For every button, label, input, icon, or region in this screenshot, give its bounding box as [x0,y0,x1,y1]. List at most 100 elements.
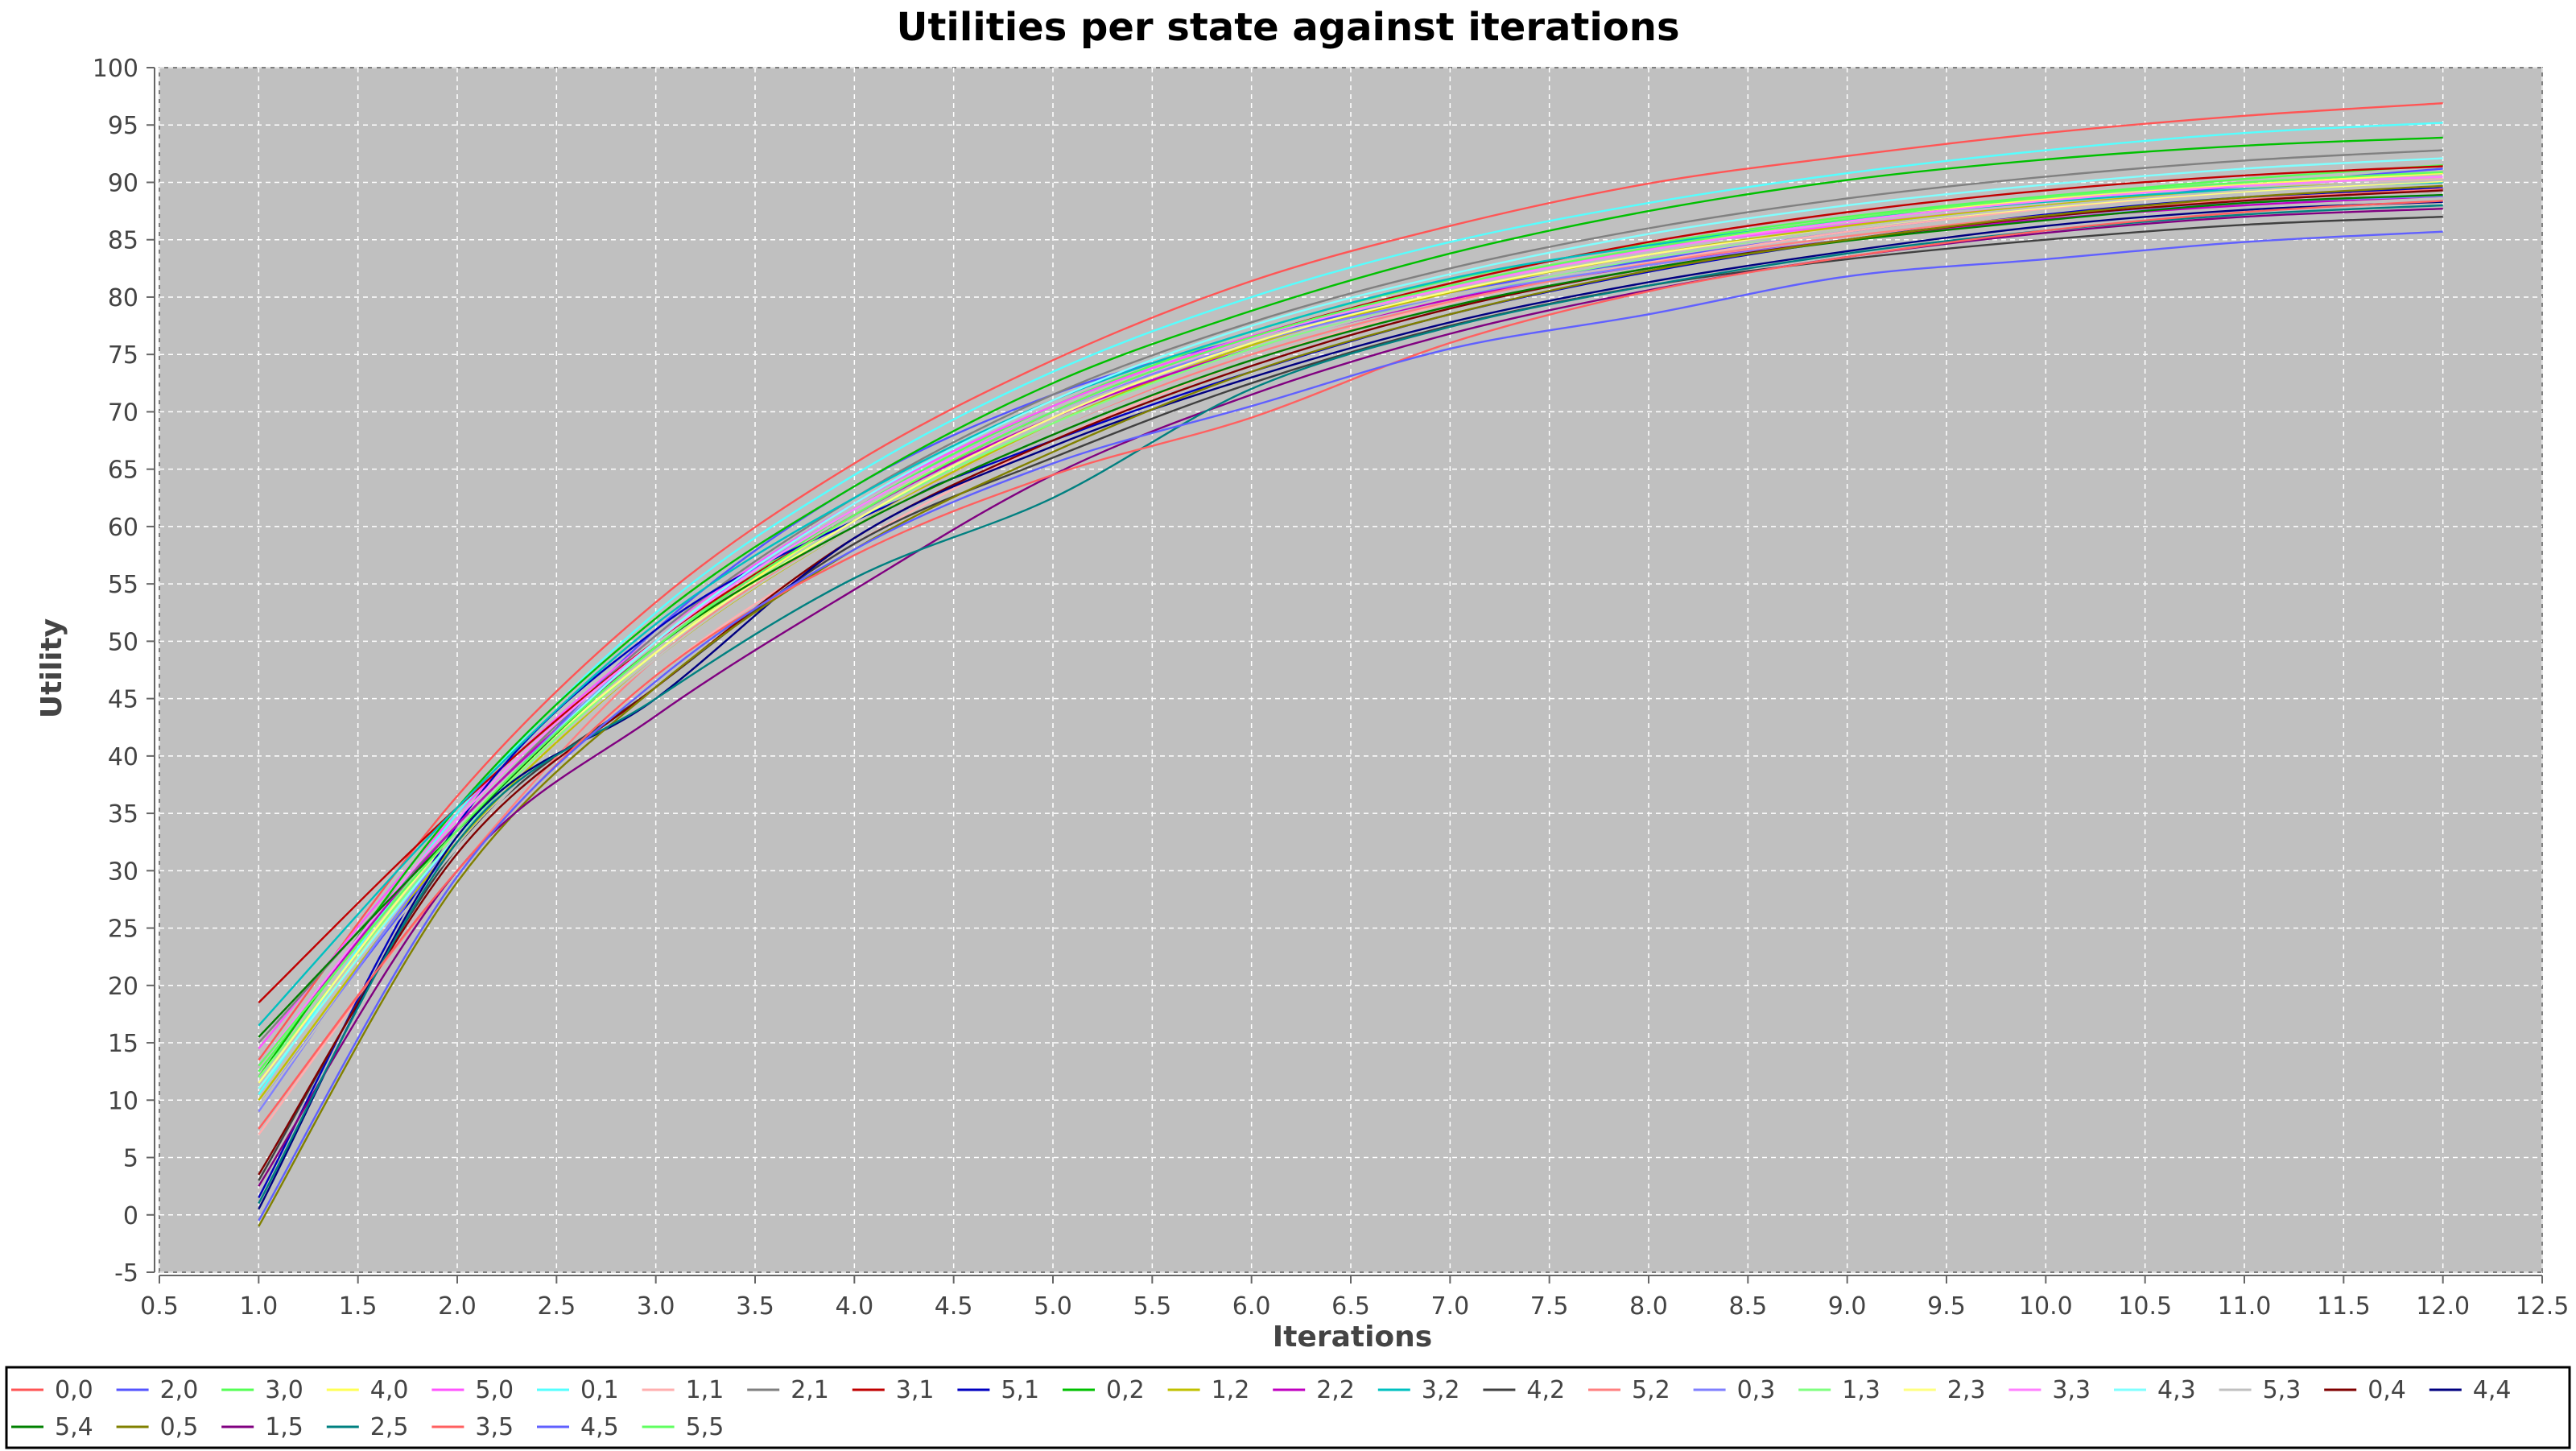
series-line-0-1 [258,122,2443,1095]
legend-item: 4,0 [326,1376,409,1404]
legend-label: 0,5 [160,1413,199,1441]
y-tick-label: 75 [108,341,138,370]
y-tick-label: 85 [108,227,138,255]
legend-item: 0,1 [537,1376,619,1404]
legend-item: 3,3 [2008,1376,2091,1404]
x-tick-label: 7.0 [1430,1292,1469,1321]
x-tick-label: 0.5 [140,1292,179,1321]
legend-item: 2,3 [1903,1376,1986,1404]
x-tick-label: 1.5 [339,1292,378,1321]
x-axis-label: Iterations [1273,1321,1432,1354]
legend-item: 1,3 [1798,1376,1880,1404]
x-tick-label: 3.0 [637,1292,675,1321]
y-tick-label: 20 [108,973,138,1001]
x-tick-label: 10.0 [2019,1292,2073,1321]
legend-label: 3,1 [896,1376,935,1404]
legend-label: 2,3 [1947,1376,1986,1404]
legend-item: 2,1 [747,1376,829,1404]
y-tick-label: 50 [108,628,138,656]
x-tick-label: 3.5 [736,1292,774,1321]
x-tick-label: 9.5 [1927,1292,1966,1321]
y-tick-label: 35 [108,800,138,829]
x-tick-label: 12.0 [2416,1292,2470,1321]
y-tick-label: 70 [108,399,138,427]
series-line-3-3 [258,176,2443,1067]
legend-item: 0,2 [1063,1376,1145,1404]
legend-label: 5,4 [55,1413,93,1441]
legend-item: 3,1 [852,1376,935,1404]
x-tick-label: 11.5 [2317,1292,2371,1321]
y-tick-label: 30 [108,858,138,886]
series-line-4-5 [258,230,2443,1222]
series-line-4-3 [258,157,2443,1089]
legend-label: 3,3 [2052,1376,2091,1404]
y-tick-label: 65 [108,457,138,485]
series-line-1-5 [258,208,2443,1187]
x-tick-label: 8.0 [1629,1292,1668,1321]
x-tick-label: 4.0 [835,1292,873,1321]
legend-label: 5,5 [686,1413,724,1441]
series-line-2-3 [258,180,2443,1084]
plot-area: 0.5 1.0 1.5 2.0 2.5 3.0 3.5 4.0 4.5 5.0 5.5 6.0 6.5 7… [93,55,2570,1321]
legend-label: 3,0 [265,1376,303,1404]
legend-item: 2,0 [116,1376,198,1404]
legend-item: 5,2 [1588,1376,1670,1404]
series-line-0-4 [258,189,2443,1176]
legend-label: 5,1 [1001,1376,1039,1404]
y-tick-label: 60 [108,514,138,542]
x-tick-label: 6.0 [1232,1292,1271,1321]
y-tick-label: 80 [108,284,138,312]
x-tick-label: 7.5 [1530,1292,1569,1321]
legend-item: 5,3 [2219,1376,2301,1404]
x-tick-label: 6.5 [1331,1292,1370,1321]
legend-label: 4,4 [2473,1376,2512,1404]
y-tick-label: 5 [123,1145,138,1173]
legend-label: 3,2 [1422,1376,1460,1404]
series-line-0-5 [258,184,2443,1227]
y-tick-label: 15 [108,1030,138,1058]
x-tick-label: 2.5 [537,1292,576,1321]
chart-title: Utilities per state against iterations [896,5,1679,50]
y-tick-label: 25 [108,916,138,944]
legend-item: 4,4 [2429,1376,2512,1404]
x-tick-label: 12.5 [2516,1292,2570,1321]
legend-label: 0,0 [55,1376,93,1404]
y-tick-label: 40 [108,743,138,771]
series-line-3-5 [258,200,2443,1130]
series-line-5-3 [258,179,2443,1107]
legend-item: 2,5 [326,1413,409,1441]
x-tick-label: 1.0 [239,1292,278,1321]
y-tick-label: 55 [108,571,138,599]
series-line-5-5 [258,171,2443,1067]
series-line-3-2 [258,181,2443,1027]
y-tick-label: 100 [93,55,138,83]
y-tick-label: 0 [123,1202,138,1230]
legend-item: 5,4 [11,1413,93,1441]
y-tick-label: 90 [108,169,138,197]
legend-label: 1,1 [686,1376,724,1404]
series-line-1-2 [258,180,2443,1102]
legend-item: 4,2 [1483,1376,1565,1404]
legend-label: 2,2 [1316,1376,1355,1404]
legend-item: 5,0 [431,1376,514,1404]
legend-item: 3,0 [221,1376,303,1404]
legend-label: 2,5 [370,1413,409,1441]
legend-label: 4,5 [580,1413,619,1441]
x-tick-label: 8.5 [1728,1292,1767,1321]
legend: 0,0 2,0 3,0 4,0 5,0 0,1 1,1 2,1 3,1 5,1 0,2 1,2 2,2 3… [5,1366,2571,1449]
series-line-0-2 [258,136,2443,1078]
y-tick-label: 45 [108,686,138,714]
legend-item: 4,3 [2114,1376,2196,1404]
y-tick-label: -5 [114,1259,138,1288]
legend-label: 4,0 [370,1376,409,1404]
x-tick-label: 5.0 [1034,1292,1072,1321]
legend-label: 1,3 [1842,1376,1880,1404]
legend-label: 1,5 [265,1413,303,1441]
legend-label: 0,1 [580,1376,619,1404]
x-tick-label: 4.5 [935,1292,973,1321]
legend-label: 4,3 [2157,1376,2196,1404]
legend-label: 0,4 [2368,1376,2406,1404]
legend-label: 2,1 [791,1376,829,1404]
series-line-0-0 [258,102,2443,1061]
legend-item: 0,5 [116,1413,199,1441]
